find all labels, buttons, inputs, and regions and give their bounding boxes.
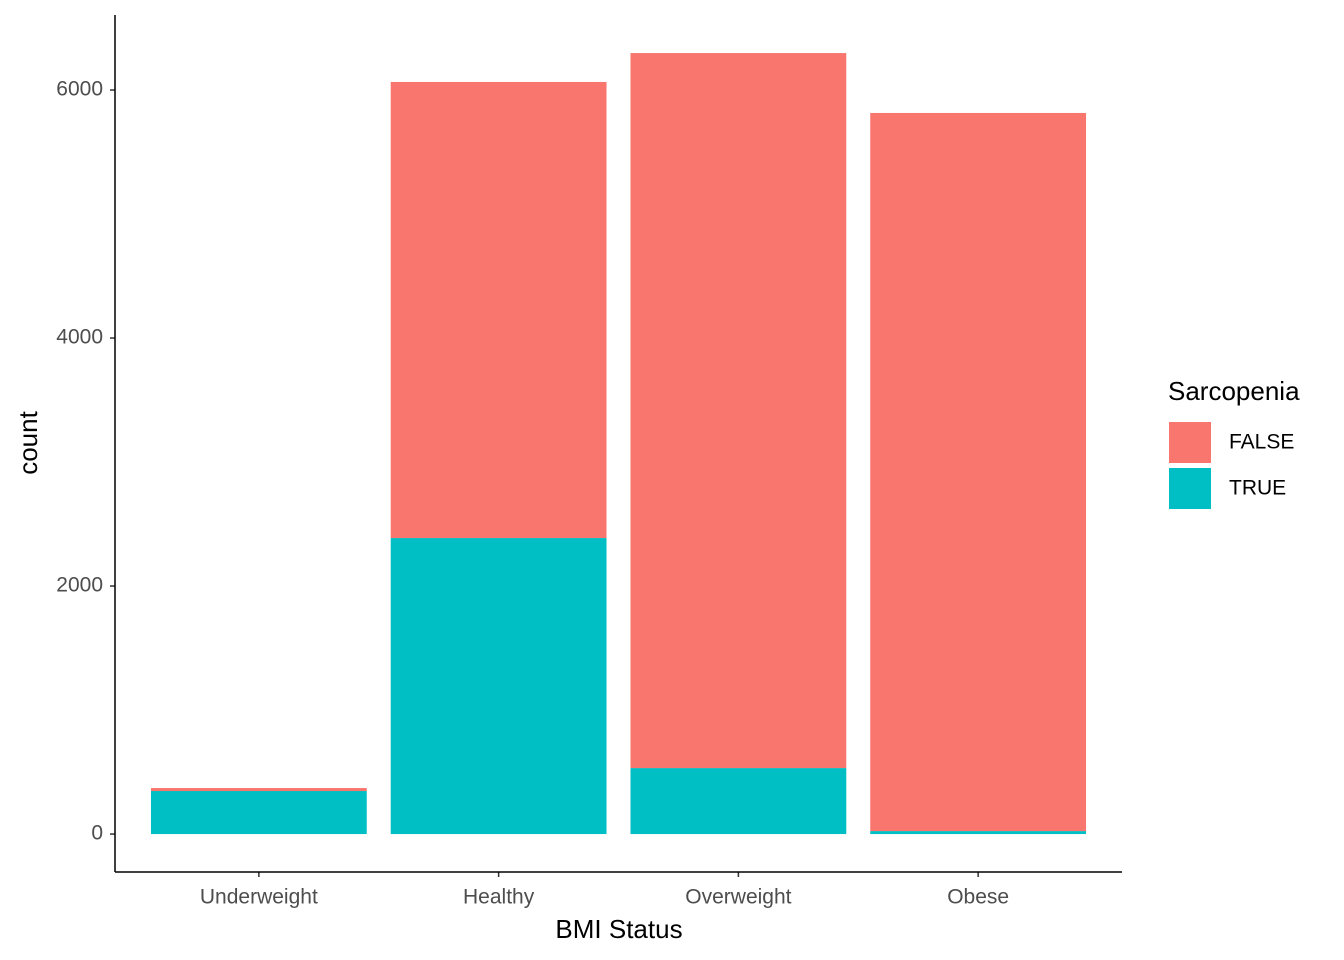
x-tick-label: Obese (947, 886, 1009, 909)
x-axis-title: BMI Status (555, 914, 682, 944)
legend-title: Sarcopenia (1168, 376, 1300, 406)
legend-key (1169, 468, 1211, 509)
y-tick-label: 0 (91, 822, 103, 845)
bar-segment (390, 81, 607, 539)
y-tick-label: 4000 (56, 326, 103, 349)
x-tick-label: Healthy (463, 886, 535, 909)
bar-segment (150, 791, 367, 835)
legend-label: FALSE (1229, 431, 1294, 454)
legend-label: TRUE (1229, 477, 1286, 500)
legend-key (1169, 422, 1211, 463)
x-tick-label: Underweight (200, 886, 318, 909)
y-axis-title: count (13, 410, 43, 474)
y-tick-label: 2000 (56, 574, 103, 597)
bar-segment (150, 788, 367, 792)
bar-segment (630, 53, 847, 769)
bar-segment (870, 112, 1087, 832)
y-tick-label: 6000 (56, 78, 103, 101)
bar-segment (870, 831, 1087, 835)
bar-segment (630, 768, 847, 835)
bar-segment (390, 538, 607, 835)
x-tick-label: Overweight (685, 886, 791, 909)
